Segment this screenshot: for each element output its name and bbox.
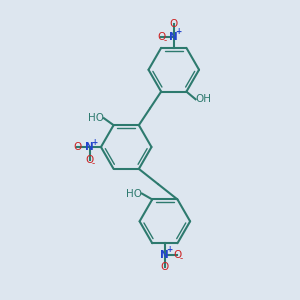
Text: -: - [164, 36, 167, 45]
Text: O: O [157, 32, 165, 42]
Text: -: - [92, 159, 95, 168]
Text: N: N [169, 32, 178, 42]
Text: +: + [91, 138, 98, 147]
Text: HO: HO [126, 189, 142, 199]
Text: -: - [180, 254, 183, 263]
Text: +: + [176, 27, 182, 36]
Text: O: O [173, 250, 182, 260]
Text: N: N [160, 250, 169, 260]
Text: O: O [170, 19, 178, 29]
Text: N: N [85, 142, 94, 152]
Text: O: O [161, 262, 169, 272]
Text: +: + [167, 245, 173, 254]
Text: HO: HO [88, 113, 104, 123]
Text: O: O [85, 154, 94, 164]
Text: OH: OH [196, 94, 211, 104]
Text: O: O [73, 142, 81, 152]
